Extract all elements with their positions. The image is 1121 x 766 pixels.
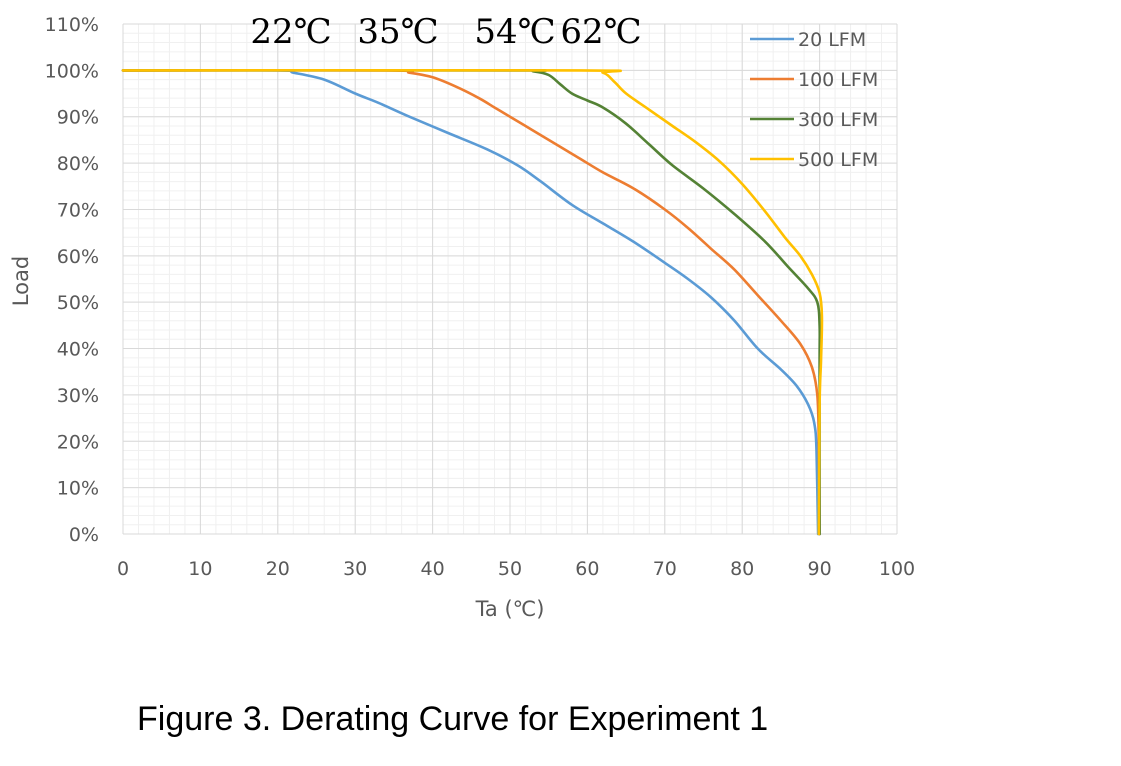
x-tick-label: 30	[343, 558, 367, 580]
y-axis-label: Load	[9, 256, 33, 306]
y-tick-label: 10%	[57, 478, 99, 500]
x-tick-label: 60	[575, 558, 599, 580]
y-tick-label: 110%	[45, 14, 99, 36]
x-tick-label: 20	[266, 558, 290, 580]
y-tick-label: 90%	[57, 107, 99, 129]
figure-caption: Figure 3. Derating Curve for Experiment …	[137, 700, 769, 738]
x-axis-label: Ta (℃)	[475, 597, 545, 621]
series-line-20-lfm	[121, 68, 820, 536]
x-tick-label: 100	[879, 558, 915, 580]
legend: 20 LFM 100 LFM 300 LFM 500 LFM	[750, 29, 878, 171]
x-tick-label: 10	[188, 558, 212, 580]
series-line-100-lfm	[121, 68, 821, 536]
y-tick-label: 60%	[57, 246, 99, 268]
x-tick-label: 40	[421, 558, 445, 580]
series-lines	[121, 68, 824, 536]
legend-entry: 300 LFM	[798, 109, 878, 131]
y-tick-label: 40%	[57, 339, 99, 361]
x-tick-labels: 0 10 20 30 40 50 60 70 80 90 100	[117, 558, 915, 580]
x-tick-label: 80	[730, 558, 754, 580]
annotation-54c: 54℃	[474, 12, 555, 52]
y-tick-label: 80%	[57, 153, 99, 175]
y-tick-label: 30%	[57, 385, 99, 407]
y-tick-label: 70%	[57, 199, 99, 221]
derating-chart: 0% 10% 20% 30% 40% 50% 60% 70% 80% 90% 100% 110% 0 1…	[9, 12, 915, 621]
y-tick-labels: 0% 10% 20% 30% 40% 50% 60% 70% 80% 90% 100% 110%	[45, 14, 99, 546]
legend-entry: 20 LFM	[798, 29, 866, 51]
annotation-22c: 22℃	[250, 12, 331, 52]
annotation-62c: 62℃	[560, 12, 641, 52]
annotation-35c: 35℃	[357, 12, 438, 52]
x-tick-label: 0	[117, 558, 129, 580]
y-tick-label: 0%	[69, 524, 99, 546]
legend-entry: 100 LFM	[798, 69, 878, 91]
y-tick-label: 20%	[57, 431, 99, 453]
x-tick-label: 50	[498, 558, 522, 580]
y-tick-label: 100%	[45, 60, 99, 82]
legend-entry: 500 LFM	[798, 149, 878, 171]
x-tick-label: 70	[653, 558, 677, 580]
y-tick-label: 50%	[57, 292, 99, 314]
x-tick-label: 90	[808, 558, 832, 580]
series-line-500-lfm	[121, 68, 824, 536]
major-gridlines	[122, 23, 898, 535]
